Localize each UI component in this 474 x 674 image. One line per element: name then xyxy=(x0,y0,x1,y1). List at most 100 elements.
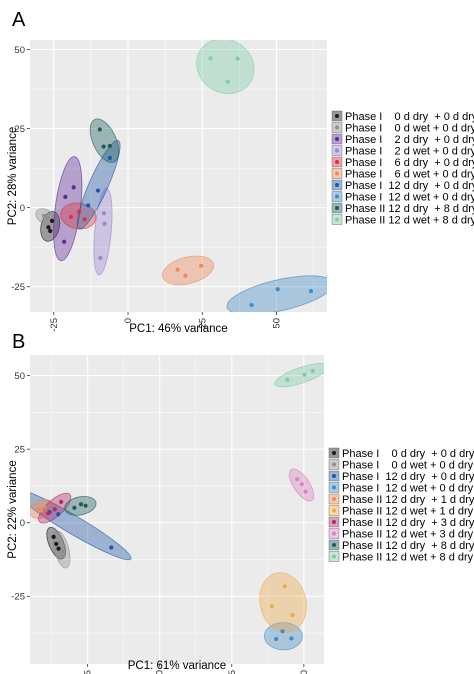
legend-label: Phase I 6 d wet + 0 d dry xyxy=(345,169,474,181)
data-point xyxy=(97,127,102,132)
data-point xyxy=(57,539,62,544)
data-point xyxy=(51,534,56,539)
legend-label: Phase I 12 d dry + 0 d dry xyxy=(342,471,474,483)
legend-label: Phase I 12 d dry + 0 d dry xyxy=(345,180,474,192)
data-point xyxy=(101,211,107,216)
data-point xyxy=(68,214,74,219)
y-tick-label: -25 xyxy=(11,592,25,603)
legend-label: Phase II 12 d dry + 3 d dry xyxy=(342,517,474,529)
x-tick-label: 50 xyxy=(272,318,283,329)
panel-letter: B xyxy=(12,331,25,353)
x-tick-label: 25 xyxy=(197,318,208,329)
pca-panel-b: B -25 0 25 50 -25 0 25 50 PC1: 61% variance PC2: 2… xyxy=(7,331,474,674)
data-point xyxy=(86,203,91,208)
data-point xyxy=(109,545,114,550)
legend-label: Phase I 12 d wet + 0 d dry xyxy=(345,192,474,204)
data-point xyxy=(56,546,61,551)
plot-background xyxy=(30,355,324,664)
legend-label: Phase I 12 d wet + 0 d dry xyxy=(342,483,474,495)
panel-letter: A xyxy=(12,9,26,31)
data-layer xyxy=(35,40,327,312)
pca-panel-a: A -25 0 25 50 -25 0 25 50 PC1: 46% variance PC2: 2… xyxy=(7,9,474,335)
data-point xyxy=(59,499,64,504)
data-point xyxy=(295,477,300,482)
data-point xyxy=(290,613,295,618)
legend-label: Phase I 0 d dry + 0 d dry xyxy=(342,448,474,460)
data-point xyxy=(98,255,103,261)
legend-key-dot xyxy=(335,183,339,187)
y-tick-label: 50 xyxy=(14,371,25,382)
data-point xyxy=(303,489,308,494)
y-axis-title: PC2: 22% variance xyxy=(7,460,19,558)
y-tick-label: -25 xyxy=(11,282,25,293)
data-point xyxy=(269,604,274,609)
legend-key-dot xyxy=(332,485,336,490)
legend-label: Phase II 12 d wet + 8 d dry xyxy=(345,215,474,227)
data-point xyxy=(198,263,204,268)
legend-label: Phase II 12 d wet + 3 d dry xyxy=(342,529,474,541)
legend-label: Phase I 0 d wet + 0 d dry xyxy=(345,123,474,135)
data-point xyxy=(71,185,76,190)
y-tick-label: 25 xyxy=(14,444,25,455)
data-point xyxy=(280,629,285,634)
legend-key-dot xyxy=(332,508,336,513)
data-point xyxy=(78,502,84,507)
legend-key-dot xyxy=(332,462,336,467)
group-ellipse xyxy=(196,40,255,95)
data-point xyxy=(62,239,67,244)
legend-label: Phase I 0 d wet + 0 d dry xyxy=(342,460,474,472)
legend-key-dot xyxy=(332,474,336,478)
data-point xyxy=(282,584,287,589)
legend-label: Phase I 0 d dry + 0 d dry xyxy=(345,111,474,123)
x-tick-label: -25 xyxy=(49,318,60,332)
group-ellipse xyxy=(89,118,120,163)
legend-key-dot xyxy=(335,171,339,176)
data-point xyxy=(63,194,68,199)
data-point xyxy=(275,287,280,292)
x-axis-title: PC1: 61% variance xyxy=(128,660,226,672)
legend-label: Phase II 12 d dry + 1 d dry xyxy=(342,494,474,506)
x-axis-title: PC1: 46% variance xyxy=(129,323,227,335)
data-point xyxy=(72,505,77,510)
data-point xyxy=(52,507,57,512)
data-point xyxy=(101,144,106,149)
legend-key-dot xyxy=(335,148,339,153)
data-point xyxy=(107,143,112,149)
data-point xyxy=(35,507,41,512)
y-tick-label: 50 xyxy=(14,45,25,56)
data-point xyxy=(59,548,65,554)
plot-background xyxy=(30,40,327,312)
data-point xyxy=(175,267,180,272)
y-tick-label: 0 xyxy=(20,518,25,529)
data-point xyxy=(46,225,51,230)
legend-label: Phase II 12 d dry + 8 d dry xyxy=(342,540,474,552)
y-tick-label: 0 xyxy=(20,203,25,214)
data-point xyxy=(107,155,112,161)
x-tick-label: 50 xyxy=(299,670,310,674)
legend-key-dot xyxy=(332,520,336,524)
legend-key-dot xyxy=(332,497,336,501)
data-point xyxy=(102,221,107,226)
data-point xyxy=(249,302,254,308)
data-point xyxy=(235,56,240,61)
data-point xyxy=(39,508,44,513)
data-point xyxy=(41,213,47,218)
data-point xyxy=(42,504,47,509)
legend-label: Phase I 6 d dry + 0 d dry xyxy=(345,157,474,169)
y-tick-label: 25 xyxy=(14,124,25,135)
data-point xyxy=(48,228,53,234)
legend-key-dot xyxy=(335,206,339,210)
data-point xyxy=(49,218,55,224)
y-axis-title: PC2: 28% variance xyxy=(7,127,19,225)
data-point xyxy=(225,79,230,84)
group-ellipse xyxy=(259,572,307,633)
data-point xyxy=(310,368,315,373)
data-point xyxy=(274,636,279,642)
data-point xyxy=(46,511,51,516)
data-point xyxy=(83,503,88,508)
legend-key-dot xyxy=(335,137,339,141)
data-point xyxy=(82,217,87,222)
